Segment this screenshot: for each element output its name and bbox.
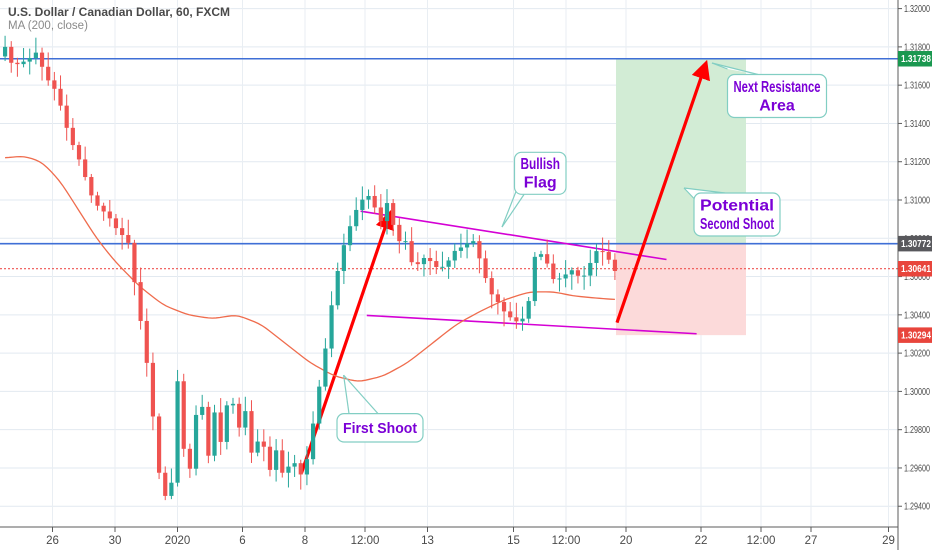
svg-text:Bullish: Bullish (520, 156, 560, 173)
svg-text:Flag: Flag (524, 175, 557, 192)
svg-text:1.31400: 1.31400 (904, 119, 930, 130)
svg-text:8: 8 (302, 535, 308, 547)
svg-text:1.30772: 1.30772 (901, 239, 931, 250)
svg-text:1.31600: 1.31600 (904, 81, 930, 92)
svg-text:1.30294: 1.30294 (901, 330, 931, 341)
svg-text:1.29400: 1.29400 (904, 502, 930, 513)
svg-text:12:00: 12:00 (552, 535, 581, 547)
svg-text:Potential: Potential (700, 197, 774, 214)
svg-text:Second Shoot: Second Shoot (700, 216, 774, 233)
svg-text:12:00: 12:00 (747, 535, 776, 547)
svg-text:22: 22 (695, 535, 708, 547)
svg-text:1.30641: 1.30641 (901, 264, 931, 275)
svg-text:1.31200: 1.31200 (904, 157, 930, 168)
svg-text:27: 27 (805, 535, 818, 547)
svg-text:1.30400: 1.30400 (904, 310, 930, 321)
svg-text:20: 20 (620, 535, 633, 547)
svg-text:6: 6 (239, 535, 245, 547)
svg-text:Area: Area (759, 97, 795, 114)
svg-text:1.32000: 1.32000 (904, 4, 930, 15)
svg-text:2020: 2020 (165, 535, 191, 547)
svg-text:26: 26 (46, 535, 59, 547)
svg-text:29: 29 (882, 535, 895, 547)
svg-text:Next Resistance: Next Resistance (734, 79, 821, 96)
svg-text:30: 30 (109, 535, 122, 547)
svg-text:15: 15 (507, 535, 520, 547)
svg-text:1.29600: 1.29600 (904, 464, 930, 475)
svg-text:1.30000: 1.30000 (904, 387, 930, 398)
svg-text:1.30200: 1.30200 (904, 349, 930, 360)
svg-text:First Shoot: First Shoot (343, 420, 417, 437)
svg-text:1.31738: 1.31738 (901, 54, 931, 65)
svg-text:13: 13 (421, 535, 434, 547)
svg-text:12:00: 12:00 (351, 535, 380, 547)
svg-text:1.31000: 1.31000 (904, 196, 930, 207)
svg-text:1.29800: 1.29800 (904, 425, 930, 436)
